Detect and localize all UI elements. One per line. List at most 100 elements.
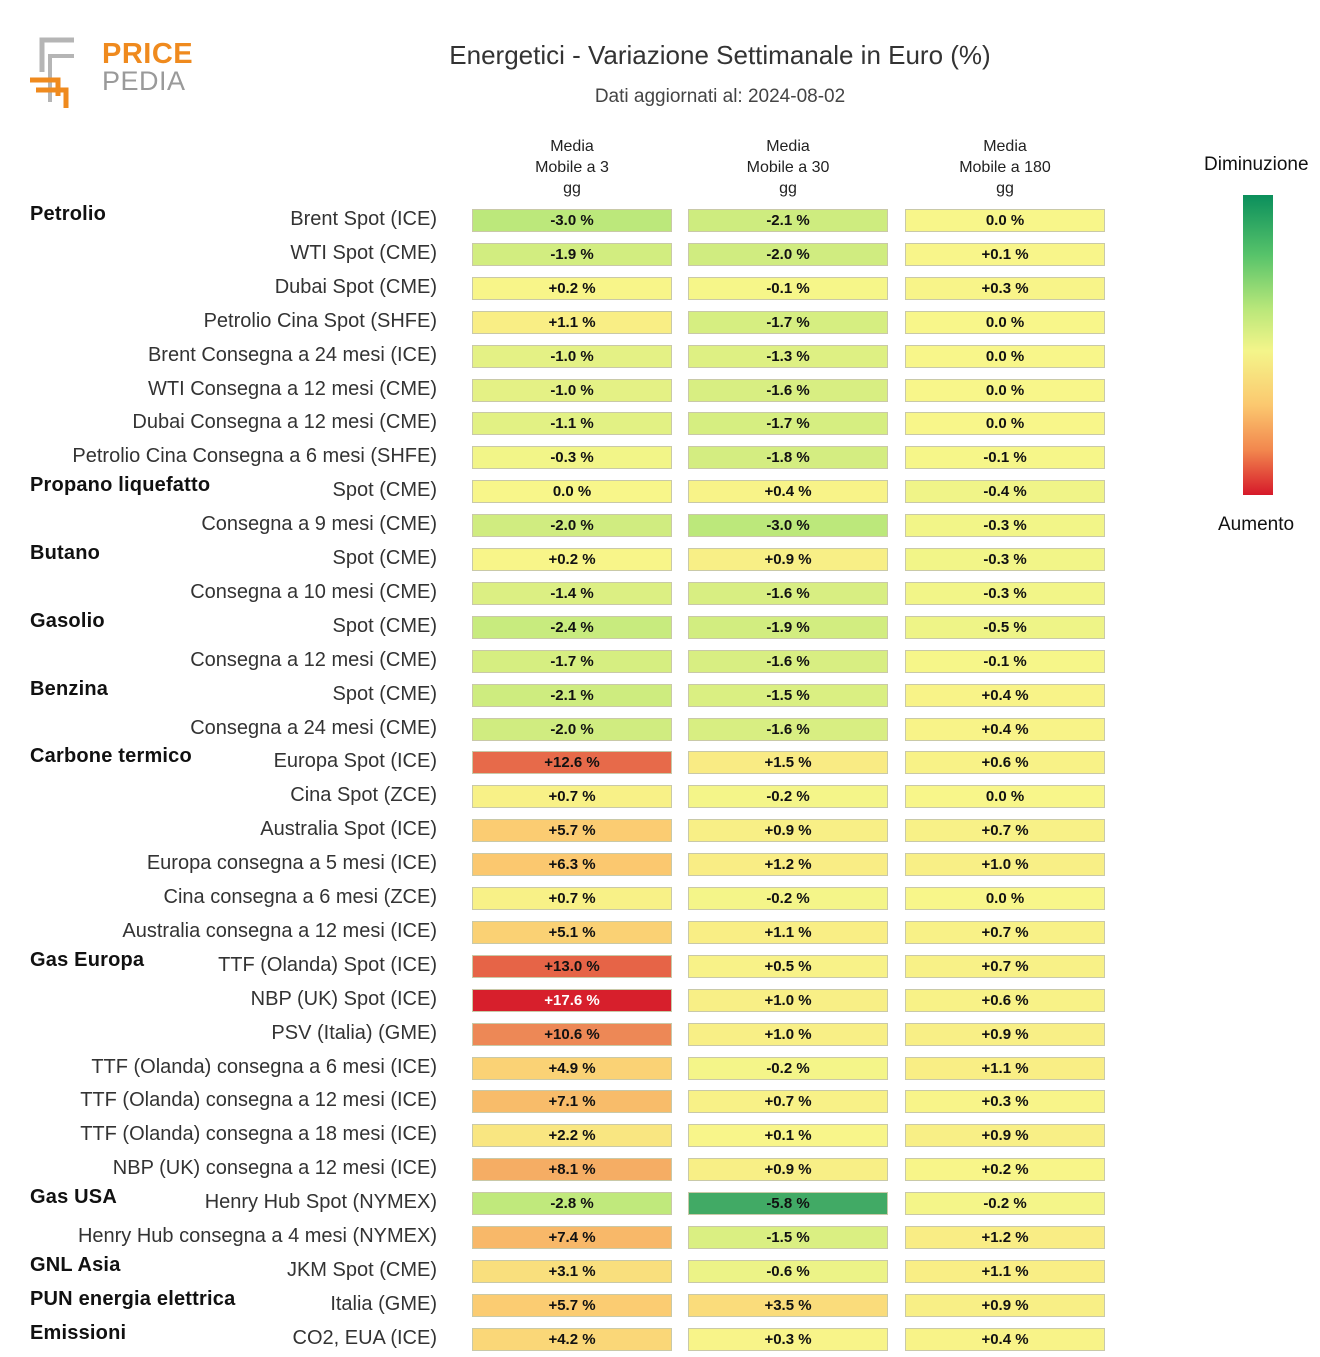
- heatmap-cell: +0.7 %: [472, 887, 672, 910]
- heatmap-cell: -0.3 %: [905, 581, 1105, 605]
- heatmap-cell: +0.1 %: [905, 242, 1105, 266]
- heatmap-cell: -2.0 %: [472, 717, 672, 741]
- row-label: TTF (Olanda) consegna a 18 mesi (ICE): [80, 1123, 437, 1146]
- row-label: NBP (UK) Spot (ICE): [250, 987, 437, 1010]
- heatmap-cell: -1.4 %: [472, 581, 672, 605]
- heatmap-cell: +1.1 %: [688, 920, 888, 944]
- legend-colorbar: [1243, 195, 1273, 495]
- heatmap-cell: +1.0 %: [688, 1022, 888, 1046]
- pricepedia-logo: PRICE PEDIA: [28, 36, 193, 112]
- heatmap-cell: -1.7 %: [688, 412, 888, 436]
- heatmap-cell: +0.5 %: [688, 954, 888, 978]
- category-label: GNL Asia: [30, 1253, 121, 1276]
- heatmap-cell: +1.1 %: [472, 310, 672, 334]
- row-label: Brent Consegna a 24 mesi (ICE): [147, 343, 437, 366]
- heatmap-cell: +3.1 %: [472, 1259, 672, 1283]
- heatmap-cell: -2.0 %: [472, 514, 672, 538]
- heatmap-cell: -0.4 %: [905, 480, 1105, 504]
- row-label: Petrolio Cina Consegna a 6 mesi (SHFE): [72, 445, 437, 468]
- heatmap-cell: -1.9 %: [472, 242, 672, 266]
- column-header-line: Media: [983, 138, 1027, 155]
- category-label: Butano: [30, 542, 101, 564]
- row-label: CO2, EUA (ICE): [292, 1326, 437, 1349]
- logo-text-price: PRICE: [102, 38, 194, 70]
- heatmap-cell: +10.6 %: [472, 1022, 672, 1046]
- category-label: Benzina: [30, 677, 109, 700]
- heatmap-cell: -0.2 %: [688, 887, 888, 910]
- heatmap-cell: -2.8 %: [472, 1192, 672, 1216]
- heatmap-cell: +0.4 %: [905, 717, 1105, 741]
- row-label: JKM Spot (CME): [286, 1258, 437, 1281]
- heatmap-cell: 0.0 %: [905, 887, 1105, 910]
- heatmap-cell: -2.1 %: [472, 683, 672, 707]
- row-label: Europa consegna a 5 mesi (ICE): [146, 852, 437, 875]
- heatmap-cell: +5.7 %: [472, 819, 672, 843]
- column-header-line: gg: [563, 180, 581, 197]
- heatmap-cell: +0.7 %: [905, 819, 1105, 843]
- heatmap-cell: +0.3 %: [688, 1327, 888, 1351]
- category-label: Carbone termico: [30, 745, 192, 768]
- heatmap-cell: -1.5 %: [688, 683, 888, 707]
- row-label: Australia Spot (ICE): [260, 818, 437, 841]
- heatmap-cell: -1.5 %: [688, 1226, 888, 1249]
- heatmap-cell: -2.1 %: [688, 209, 888, 232]
- heatmap-cell: -1.0 %: [472, 344, 672, 368]
- heatmap-cell: 0.0 %: [472, 480, 672, 504]
- heatmap-cell: +0.7 %: [688, 1090, 888, 1114]
- heatmap-cell: -0.1 %: [688, 276, 888, 300]
- heatmap-cell: +0.9 %: [688, 819, 888, 843]
- heatmap-cell: +0.4 %: [905, 1327, 1105, 1351]
- row-label: Petrolio Cina Spot (SHFE): [203, 309, 437, 332]
- row-label: Henry Hub consegna a 4 mesi (NYMEX): [77, 1225, 437, 1247]
- row-label: Consegna a 9 mesi (CME): [201, 513, 437, 536]
- category-label: Propano liquefatto: [30, 474, 211, 497]
- heatmap-cell: +4.2 %: [472, 1327, 672, 1351]
- heatmap-cell: -5.8 %: [688, 1192, 888, 1216]
- heatmap-cell: +6.3 %: [472, 853, 672, 877]
- row-label: Consegna a 24 mesi (CME): [190, 716, 437, 739]
- heatmap-cell: +2.2 %: [472, 1124, 672, 1148]
- category-label: Gas USA: [30, 1186, 117, 1209]
- heatmap-cell: +1.1 %: [905, 1259, 1105, 1283]
- heatmap-cell: +1.0 %: [688, 988, 888, 1012]
- row-label: NBP (UK) consegna a 12 mesi (ICE): [112, 1157, 437, 1180]
- heatmap-cell: -1.7 %: [472, 649, 672, 673]
- heatmap-cell: -2.0 %: [688, 242, 888, 266]
- row-label: Spot (CME): [332, 614, 437, 637]
- row-label: TTF (Olanda) consegna a 12 mesi (ICE): [80, 1089, 437, 1112]
- category-label: Emissioni: [30, 1321, 127, 1344]
- chart-title: Energetici - Variazione Settimanale in E…: [449, 40, 991, 70]
- legend-top-label: Diminuzione: [1204, 154, 1309, 175]
- row-label: Brent Spot (ICE): [290, 208, 437, 230]
- heatmap-cell: +17.6 %: [472, 988, 672, 1012]
- heatmap-cell: 0.0 %: [905, 412, 1105, 436]
- column-header-line: Media: [766, 138, 810, 155]
- heatmap-cell: -1.6 %: [688, 649, 888, 673]
- legend-bottom-label: Aumento: [1218, 514, 1295, 535]
- heatmap-cell: -0.2 %: [688, 1056, 888, 1080]
- column-header-line: Mobile a 3: [535, 159, 609, 176]
- column-header-3: Media Mobile a 180 gg: [905, 136, 1105, 199]
- heatmap-cell: +0.9 %: [905, 1293, 1105, 1317]
- heatmap-cell: -1.1 %: [472, 412, 672, 436]
- heatmap-cell: +0.6 %: [905, 751, 1105, 775]
- heatmap-cell: -0.3 %: [905, 548, 1105, 571]
- heatmap-cell: +1.2 %: [688, 853, 888, 877]
- column-header-line: gg: [779, 180, 797, 197]
- heatmap-cell: -3.0 %: [688, 514, 888, 538]
- row-label: Cina consegna a 6 mesi (ZCE): [163, 886, 437, 908]
- chart-subtitle: Dati aggiornati al: 2024-08-02: [594, 86, 846, 107]
- row-label: Consegna a 12 mesi (CME): [190, 648, 437, 671]
- row-label: TTF (Olanda) Spot (ICE): [218, 953, 437, 976]
- heatmap-cell: +4.9 %: [472, 1056, 672, 1080]
- row-label: Dubai Spot (CME): [274, 275, 437, 298]
- heatmap-cell: +12.6 %: [472, 751, 672, 775]
- heatmap-cell: +1.2 %: [905, 1226, 1105, 1249]
- row-label: PSV (Italia) (GME): [271, 1021, 437, 1044]
- row-label: Consegna a 10 mesi (CME): [190, 580, 437, 603]
- heatmap-cell: 0.0 %: [905, 310, 1105, 334]
- row-label: WTI Consegna a 12 mesi (CME): [148, 377, 437, 400]
- category-label: Gas Europa: [30, 948, 145, 971]
- row-label: Spot (CME): [332, 479, 437, 502]
- heatmap-cell: +5.7 %: [472, 1293, 672, 1317]
